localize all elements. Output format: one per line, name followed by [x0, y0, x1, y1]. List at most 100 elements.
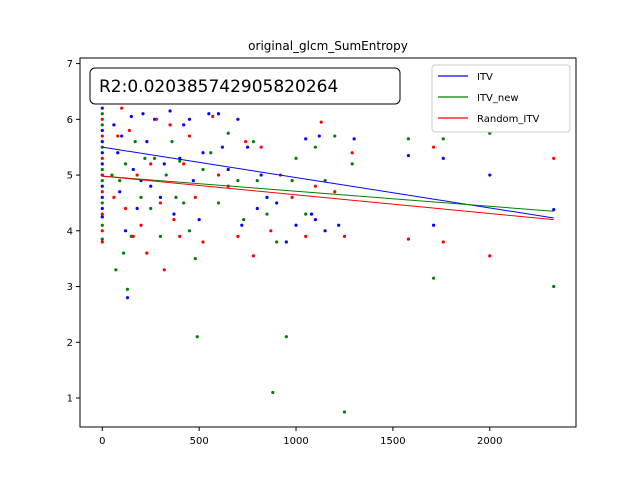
scatter-point-itv	[236, 117, 240, 121]
scatter-point-random-itv	[259, 145, 263, 149]
scatter-point-random-itv	[313, 184, 318, 188]
x-tick-label: 0	[99, 436, 105, 447]
points-layer	[100, 89, 556, 414]
y-tick-label: 3	[67, 282, 73, 293]
scatter-point-itv-new	[323, 179, 327, 183]
scatter-point-itv	[131, 167, 135, 172]
scatter-point-itv-new	[100, 201, 104, 205]
scatter-point-itv	[245, 145, 250, 149]
scatter-point-itv	[488, 173, 492, 177]
scatter-point-itv-new	[174, 195, 178, 199]
scatter-point-itv	[123, 229, 128, 233]
r2-annotation-box	[89, 67, 401, 105]
scatter-point-random-itv	[182, 162, 186, 166]
scatter-point-itv	[304, 137, 308, 141]
scatter-point-itv-new	[158, 234, 163, 238]
scatter-point-itv	[112, 123, 116, 127]
r2-annotation-text: R2:0.020385742905820264	[99, 77, 338, 97]
scatter-point-itv-new	[236, 179, 240, 183]
scatter-point-random-itv	[120, 106, 124, 110]
y-tick-label: 6	[67, 115, 73, 126]
scatter-point-itv-new	[118, 179, 122, 183]
scatter-point-random-itv	[319, 120, 323, 124]
scatter-point-itv	[100, 195, 104, 199]
scatter-point-itv	[226, 167, 230, 172]
scatter-point-itv-new	[350, 162, 354, 166]
scatter-point-itv	[317, 134, 321, 138]
scatter-point-itv	[125, 296, 130, 300]
scatter-point-random-itv	[149, 162, 153, 166]
scatter-point-itv-new	[251, 140, 256, 144]
y-axis: 1 2 3 4 5 6 7	[67, 59, 80, 405]
scatter-point-random-itv	[172, 218, 176, 222]
scatter-point-itv	[294, 223, 298, 227]
scatter-point-itv-new	[100, 237, 104, 241]
scatter-point-itv-new	[110, 173, 114, 177]
scatter-point-random-itv	[488, 254, 492, 258]
scatter-point-itv	[182, 123, 186, 127]
scatter-point-random-itv	[123, 206, 128, 211]
scatter-point-random-itv	[135, 173, 139, 177]
x-axis: 0 500 1000 1500 2000	[99, 427, 503, 447]
scatter-point-random-itv	[269, 229, 273, 233]
scatter-point-itv-new	[149, 206, 153, 211]
scatter-point-itv	[201, 151, 205, 155]
scatter-point-itv	[145, 140, 149, 144]
scatter-point-itv	[116, 151, 120, 155]
scatter-point-itv	[313, 218, 318, 222]
scatter-point-itv-new	[100, 167, 104, 172]
scatter-point-random-itv	[116, 134, 120, 138]
scatter-point-itv	[431, 223, 436, 227]
scatter-point-itv-new	[294, 156, 298, 160]
x-tick-label: 1000	[283, 436, 308, 447]
scatter-point-itv	[172, 212, 176, 216]
plot-area-frame	[79, 57, 577, 428]
scatter-point-random-itv	[244, 140, 248, 144]
scatter-point-random-itv	[112, 195, 116, 199]
scatter-point-itv	[337, 223, 341, 227]
scatter-point-random-itv	[100, 134, 104, 138]
scatter-point-itv	[216, 112, 221, 116]
scatter-point-itv-new	[284, 335, 288, 339]
scatter-point-itv-new	[271, 390, 275, 395]
r2-annotation: R2:0.020385742905820264	[89, 67, 401, 105]
scatter-point-itv	[265, 195, 269, 199]
scatter-point-itv-new	[123, 162, 128, 166]
scatter-point-itv	[158, 195, 163, 199]
scatter-point-itv-new	[304, 212, 308, 216]
scatter-point-random-itv	[100, 190, 104, 194]
scatter-point-itv-new	[143, 156, 147, 160]
scatter-point-itv	[187, 117, 192, 121]
scatter-point-itv	[259, 173, 263, 177]
scatter-point-itv	[100, 162, 104, 166]
scatter-point-random-itv	[236, 234, 240, 238]
y-tick-label: 7	[67, 59, 73, 70]
scatter-point-itv-new	[100, 223, 104, 227]
fit-line-itv-new	[102, 175, 554, 212]
scatter-point-random-itv	[350, 151, 354, 155]
scatter-point-random-itv	[100, 117, 104, 121]
scatter-point-itv-new	[431, 276, 436, 280]
scatter-point-itv	[100, 106, 104, 110]
fit-line-random-itv	[102, 175, 554, 221]
scatter-point-random-itv	[216, 173, 221, 177]
legend-label-itv-new: ITV_new	[477, 93, 519, 104]
scatter-point-random-itv	[333, 190, 337, 194]
y-tick-label: 1	[67, 394, 73, 405]
scatter-point-itv-new	[201, 167, 205, 172]
scatter-point-itv-new	[170, 140, 174, 144]
scatter-point-itv-new	[187, 229, 192, 233]
scatter-point-random-itv	[178, 234, 182, 238]
scatter-point-itv	[309, 212, 314, 216]
scatter-point-itv-new	[125, 287, 130, 291]
x-tick-label: 2000	[477, 436, 502, 447]
y-tick-label: 4	[67, 226, 73, 237]
scatter-point-itv	[100, 184, 104, 188]
scatter-point-random-itv	[162, 268, 166, 272]
scatter-point-random-itv	[211, 114, 215, 119]
scatter-point-itv-new	[121, 251, 126, 255]
scatter-point-itv-new	[133, 140, 137, 144]
scatter-point-itv-new	[255, 179, 259, 183]
scatter-point-itv-new	[216, 201, 221, 205]
